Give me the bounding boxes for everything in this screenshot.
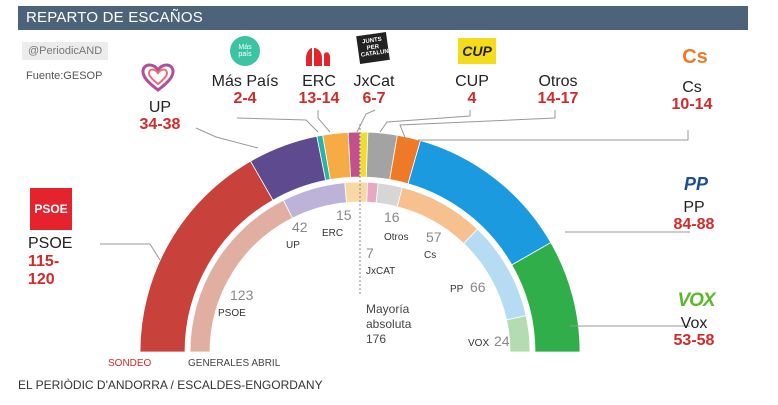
leader-cs <box>418 130 689 141</box>
party-name-psoe: PSOE <box>28 235 73 252</box>
party-label-otros: Otros 14-17 <box>528 73 588 108</box>
party-seats-mas-pais: 2-4 <box>233 89 257 107</box>
erc-star-icon <box>302 44 334 66</box>
party-label-cup: CUP 4 <box>450 73 494 108</box>
party-seats-up: 34-38 <box>139 115 181 133</box>
credit-badge: @PeriodicAND <box>22 42 109 60</box>
inner-name-erc: ERC <box>322 228 343 239</box>
party-label-cs: Cs 10-14 <box>662 79 722 114</box>
majority-line2: absoluta <box>366 317 412 331</box>
party-seats-jxcat: 6-7 <box>362 89 386 107</box>
cs-logo-text: Cs <box>682 45 708 68</box>
sondeo-label: SONDEO <box>108 358 152 369</box>
party-label-erc: ERC 13-14 <box>290 73 348 108</box>
party-name-otros: Otros <box>538 73 578 90</box>
seat-arc-vox <box>506 315 531 353</box>
leader-otros <box>399 110 556 141</box>
outer-ring <box>139 131 581 353</box>
leader-lines <box>100 109 690 327</box>
party-seats-cup: 4 <box>467 89 477 107</box>
inner-name-vox: VOX <box>468 338 489 349</box>
leader-mp <box>236 117 319 133</box>
inner-value-pp: 66 <box>470 279 486 295</box>
mas-pais-logo: Más país <box>230 36 260 66</box>
party-name-cs: Cs <box>682 79 702 96</box>
party-name-cup: CUP <box>455 73 489 90</box>
chart-header: REPARTO DE ESCAÑOS <box>18 6 748 30</box>
leader-psoe <box>100 243 161 261</box>
pp-logo: PP <box>676 170 716 198</box>
seat-arc-jxcat <box>347 131 361 178</box>
source-text: Fuente:GESOP <box>26 70 103 82</box>
seat-arc-vox <box>511 242 581 353</box>
inner-name-pp: PP <box>450 284 464 295</box>
inner-value-otros: 16 <box>384 209 400 225</box>
party-seats-otros: 14-17 <box>537 89 579 107</box>
party-label-vox: Vox 53-58 <box>666 315 722 350</box>
footer-credit: EL PERIÒDIC D'ANDORRA / ESCALDES-ENGORDA… <box>18 378 323 392</box>
party-label-psoe: PSOE 115- 120 <box>28 235 78 290</box>
party-name-pp: PP <box>683 199 705 216</box>
inner-name-psoe: PSOE <box>218 308 246 319</box>
inner-value-psoe: 123 <box>230 287 254 303</box>
party-label-pp: PP 84-88 <box>666 199 722 234</box>
inner-ring-labels: 123 PSOE 42 UP 15 ERC 7 JxCAT 16 Otros 57 Cs 66 PP 24 V… <box>218 207 510 349</box>
party-label-mas-pais: Más País 2-4 <box>205 73 285 108</box>
party-name-mas-pais: Más País <box>211 73 279 90</box>
party-name-vox: Vox <box>680 315 708 332</box>
up-heart-icon <box>140 62 176 94</box>
jxcat-logo-text: JUNTS PER CATALUNYA <box>360 36 397 60</box>
jxcat-logo: JUNTS PER CATALUNYA <box>356 32 397 64</box>
inner-value-vox: 24 <box>494 333 510 349</box>
party-seats-cs: 10-14 <box>671 95 713 113</box>
majority-value: 176 <box>366 332 387 346</box>
inner-name-jxcat: JxCAT <box>366 266 395 277</box>
vox-logo: VOX <box>672 290 720 312</box>
cup-logo-text: CUP <box>462 43 492 59</box>
leader-erc <box>317 110 331 133</box>
party-name-up: UP <box>148 99 172 116</box>
party-label-up: UP 34-38 <box>130 99 190 134</box>
pp-logo-text: PP <box>683 173 708 194</box>
party-seats-erc: 13-14 <box>298 89 340 107</box>
party-label-jxcat: JxCat 6-7 <box>346 73 402 108</box>
inner-name-cs: Cs <box>424 250 436 261</box>
inner-name-up: UP <box>286 240 300 251</box>
inner-value-cs: 57 <box>426 229 442 245</box>
leader-up <box>195 127 259 149</box>
majority-line1: Mayoría <box>366 302 410 316</box>
psoe-logo-text: PSOE <box>34 202 68 216</box>
party-seats-pp: 84-88 <box>673 215 715 233</box>
cup-logo: CUP <box>458 38 496 64</box>
vox-logo-text: VOX <box>677 290 715 311</box>
leader-cup <box>379 110 471 133</box>
party-name-jxcat: JxCat <box>353 73 395 90</box>
cs-logo: Cs <box>680 40 710 74</box>
mas-pais-logo-text: Más país <box>238 44 252 58</box>
party-seats-psoe: 115- 120 <box>28 252 60 289</box>
inner-ring <box>189 181 531 353</box>
inner-value-up: 42 <box>292 219 308 235</box>
psoe-logo: PSOE <box>30 188 72 230</box>
inner-value-erc: 15 <box>336 207 352 223</box>
generales-label: GENERALES ABRIL <box>188 358 281 369</box>
inner-value-jxcat: 7 <box>366 245 374 261</box>
party-name-erc: ERC <box>302 73 336 90</box>
party-seats-vox: 53-58 <box>673 331 715 349</box>
seat-arc-erc <box>344 181 369 204</box>
inner-name-otros: Otros <box>384 232 408 243</box>
majority-label: Mayoría absoluta 176 <box>366 302 411 347</box>
